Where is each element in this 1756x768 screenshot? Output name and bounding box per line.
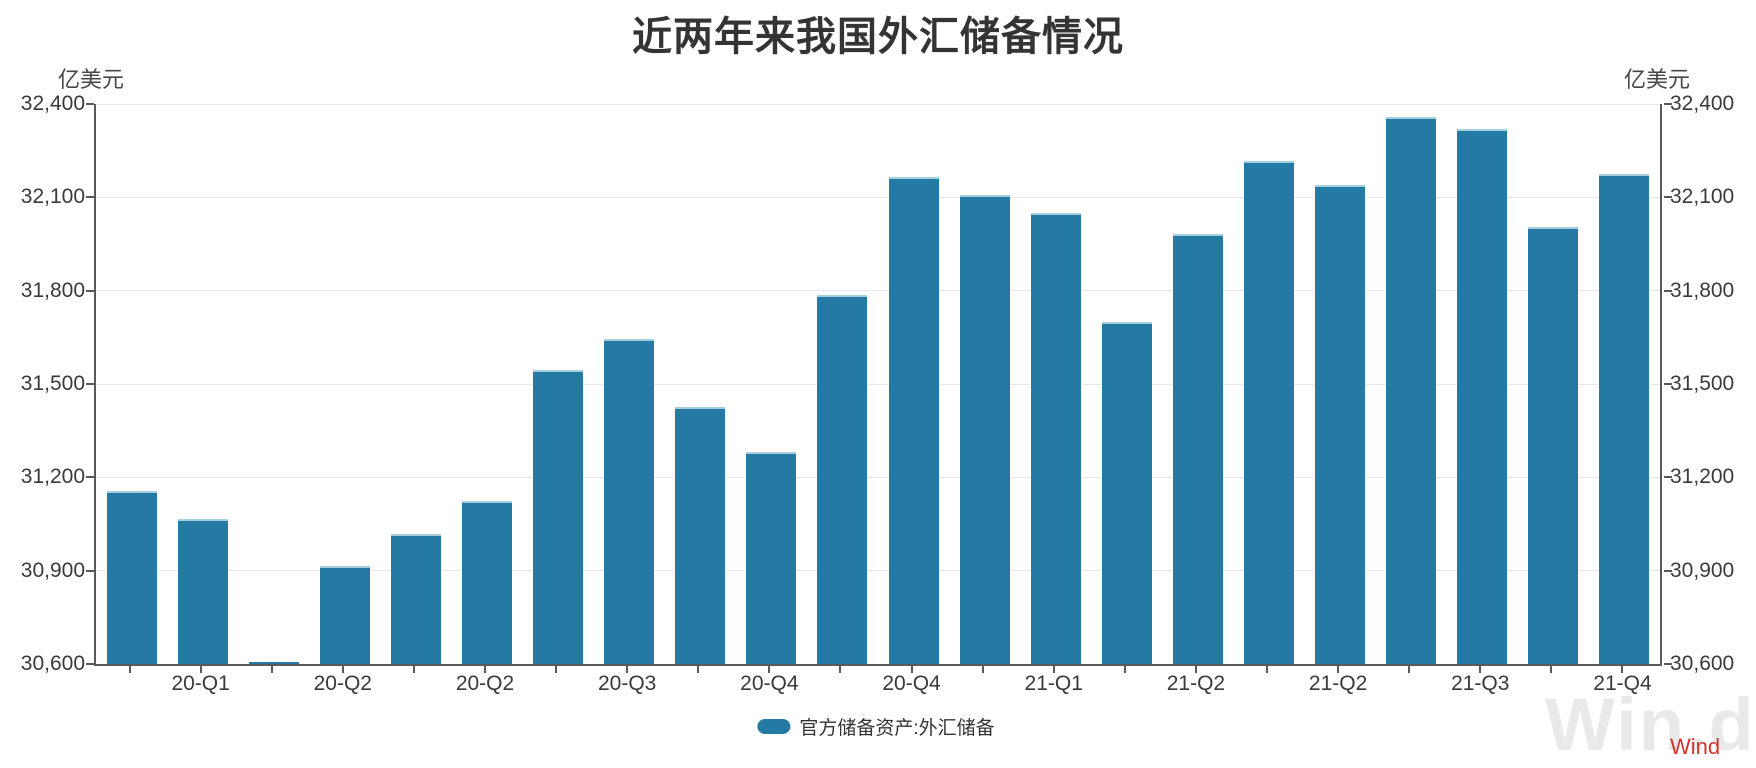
chart-title: 近两年来我国外汇储备情况 xyxy=(632,15,1124,59)
y-axis-label-right: 30,900 xyxy=(1670,558,1735,582)
gridline xyxy=(96,476,1660,478)
y-axis-label-right: 31,800 xyxy=(1670,278,1735,302)
x-axis-tick xyxy=(412,666,415,673)
bar-2020-02 xyxy=(178,519,228,664)
x-axis-label: 20-Q4 xyxy=(740,672,799,695)
gridline xyxy=(96,290,1660,292)
gridline xyxy=(96,383,1660,385)
x-axis-tick xyxy=(341,666,344,673)
x-axis-tick xyxy=(555,666,558,673)
y-axis-label-right: 31,500 xyxy=(1670,372,1735,395)
x-axis-tick xyxy=(697,666,700,673)
y-axis-label-left: 32,400 xyxy=(20,92,85,115)
y-axis-unit-right: 亿美元 xyxy=(1624,67,1691,92)
gridline xyxy=(96,103,1660,105)
x-axis-tick xyxy=(1052,666,1055,673)
legend-label: 官方储备资产:外汇储备 xyxy=(799,718,995,739)
x-axis-label: 21-Q2 xyxy=(1308,672,1368,695)
y-axis-label-left: 31,200 xyxy=(20,465,85,489)
bar-2021-09 xyxy=(1528,227,1578,664)
x-axis-tick xyxy=(199,666,202,673)
bar-2020-12 xyxy=(889,177,939,664)
x-axis-tick xyxy=(1337,666,1340,673)
x-axis-tick xyxy=(270,666,273,673)
x-axis-label: 20-Q3 xyxy=(597,672,657,695)
wind-brand-label: Wind xyxy=(1670,734,1721,759)
y-axis-tick-left xyxy=(86,663,94,665)
y-axis-label-left: 31,800 xyxy=(20,278,85,302)
y-axis-label-left: 30,600 xyxy=(20,652,85,675)
x-axis-tick xyxy=(1266,666,1268,673)
y-axis-tick-right xyxy=(1664,196,1672,199)
x-axis-label: 20-Q4 xyxy=(882,672,941,695)
bar-2021-08 xyxy=(1457,129,1507,664)
x-axis-tick xyxy=(1194,666,1197,673)
x-axis-tick xyxy=(1123,666,1126,673)
legend-marker xyxy=(757,719,791,734)
gridline xyxy=(96,570,1660,572)
bar-2020-04 xyxy=(320,566,370,664)
bar-2020-05 xyxy=(391,534,441,664)
bar-2020-11 xyxy=(817,295,867,664)
bar-2020-07 xyxy=(533,370,583,664)
x-axis-label: 20-Q2 xyxy=(313,672,372,695)
bar-2020-01 xyxy=(107,491,157,664)
plot-area xyxy=(86,103,1672,666)
y-axis-tick-left xyxy=(86,383,94,385)
x-axis-tick xyxy=(910,666,913,673)
y-axis-label-left: 31,500 xyxy=(20,372,85,395)
x-axis-tick xyxy=(1408,666,1411,673)
bar-2021-02 xyxy=(1031,213,1081,664)
y-axis-tick-right xyxy=(1664,569,1672,572)
bar-2021-05 xyxy=(1244,161,1294,664)
y-axis-unit-left: 亿美元 xyxy=(58,67,125,92)
bar-2020-10 xyxy=(746,452,796,664)
x-axis-label: 20-Q2 xyxy=(455,672,515,695)
x-axis-tick xyxy=(1550,666,1553,673)
y-axis-tick-left xyxy=(86,196,94,199)
bar-2021-07 xyxy=(1386,117,1436,664)
x-axis-tick xyxy=(1479,666,1482,673)
x-axis-tick xyxy=(128,666,131,673)
y-axis-label-left: 32,100 xyxy=(20,185,85,209)
y-axis-tick-left xyxy=(86,476,94,479)
bar-2020-08 xyxy=(604,339,654,664)
y-axis-tick-right xyxy=(1664,289,1672,292)
y-axis-tick-left xyxy=(86,289,94,292)
x-axis-label: 20-Q1 xyxy=(171,672,230,695)
bar-2021-06 xyxy=(1315,185,1365,664)
wind-logo-watermark: Win.d xyxy=(1545,683,1756,766)
x-axis-tick xyxy=(839,666,842,673)
x-axis-tick xyxy=(484,666,486,673)
y-axis-label-right: 32,100 xyxy=(1670,185,1735,209)
x-axis-tick xyxy=(768,666,771,673)
bar-2020-03 xyxy=(249,662,299,664)
y-axis-tick-right xyxy=(1664,476,1672,479)
bar-2021-03 xyxy=(1102,322,1152,664)
bar-2021-10 xyxy=(1599,174,1649,664)
bar-2020-09 xyxy=(675,407,725,664)
x-axis-tick xyxy=(981,666,984,673)
y-axis-tick-right xyxy=(1664,103,1672,105)
y-axis-tick-left xyxy=(86,569,94,572)
bar-2021-04 xyxy=(1173,234,1223,664)
x-axis-tick xyxy=(626,666,629,673)
y-axis-tick-right xyxy=(1664,663,1672,665)
y-axis-label-right: 31,200 xyxy=(1670,465,1735,489)
legend-item[interactable]: 官方储备资产:外汇储备 xyxy=(757,713,995,740)
x-axis-label: 21-Q4 xyxy=(1593,672,1652,695)
x-axis-label: 21-Q1 xyxy=(1024,672,1083,695)
y-axis-label-left: 30,900 xyxy=(20,558,85,582)
y-axis-label-right: 30,600 xyxy=(1670,652,1735,675)
bar-2021-01 xyxy=(960,195,1010,664)
x-axis-label: 21-Q2 xyxy=(1166,672,1226,695)
y-axis-tick-right xyxy=(1664,383,1672,385)
x-axis-tick xyxy=(1621,666,1624,673)
y-axis-label-right: 32,400 xyxy=(1670,92,1735,115)
bar-2020-06 xyxy=(462,501,512,664)
x-axis-label: 21-Q3 xyxy=(1451,672,1510,695)
y-axis-tick-left xyxy=(86,103,94,105)
gridline xyxy=(96,196,1660,198)
